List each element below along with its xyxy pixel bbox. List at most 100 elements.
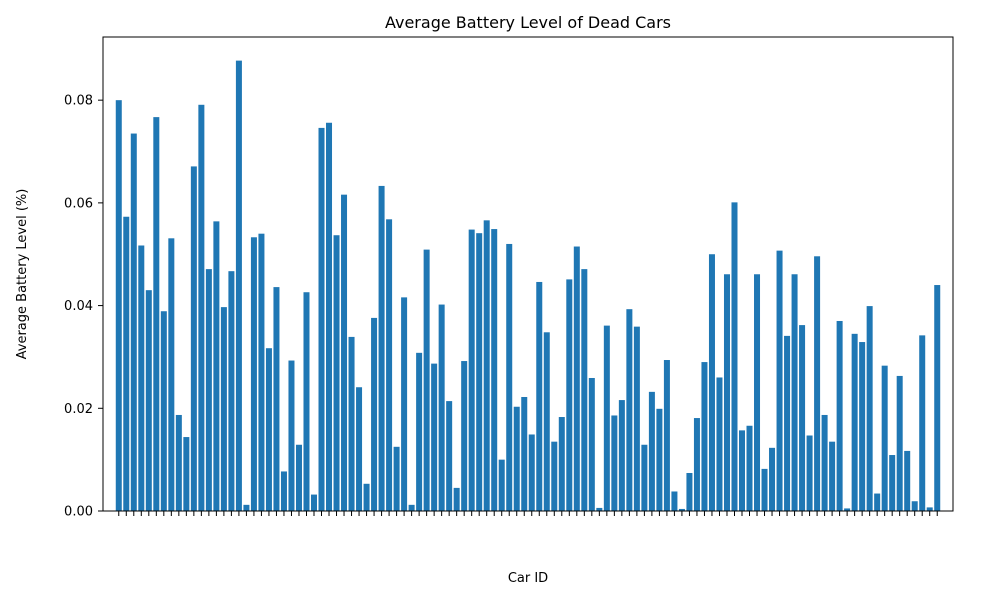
bar (776, 250, 783, 512)
bar (934, 285, 941, 511)
bar (160, 311, 167, 511)
bar (220, 307, 227, 511)
bar (693, 418, 700, 511)
bar (633, 326, 640, 511)
bar (814, 256, 821, 511)
bar (175, 414, 182, 511)
bar (348, 336, 355, 511)
bar (258, 233, 265, 511)
bar (401, 297, 408, 511)
y-tick-label: 0.00 (64, 505, 93, 520)
bar (731, 202, 738, 511)
bar (408, 504, 415, 511)
bar (558, 417, 565, 511)
bar (671, 491, 678, 511)
bar (431, 363, 438, 511)
bar (926, 507, 933, 511)
bar (130, 133, 137, 511)
bar (183, 437, 190, 511)
bar (889, 455, 896, 511)
bar (761, 468, 768, 511)
y-axis-label: Average Battery Level (%) (15, 189, 30, 360)
plot-frame (102, 36, 954, 512)
bar (483, 220, 490, 511)
bar (723, 274, 730, 511)
bar (506, 243, 513, 511)
bar (701, 362, 708, 511)
bar (115, 100, 122, 511)
bar (393, 446, 400, 511)
bar (829, 441, 836, 511)
bar (280, 471, 287, 511)
bar (911, 501, 918, 511)
bar (746, 425, 753, 511)
bar (446, 401, 453, 511)
bar (521, 396, 528, 511)
bar (611, 415, 618, 511)
bar (513, 406, 520, 511)
bar (663, 360, 670, 511)
bar (468, 229, 475, 511)
bar (423, 249, 430, 511)
bar (581, 269, 588, 511)
bar (205, 269, 212, 511)
bar (190, 166, 197, 511)
bar (859, 342, 866, 511)
bar (235, 60, 242, 512)
bar (250, 237, 257, 512)
bar (851, 333, 858, 511)
bar (228, 271, 235, 511)
bar (363, 483, 370, 511)
bar (799, 325, 806, 511)
bar (416, 352, 423, 511)
bar (603, 325, 610, 511)
bar (371, 317, 378, 511)
bar (333, 235, 340, 511)
bar (844, 508, 851, 511)
bar (648, 391, 655, 511)
bar (265, 348, 272, 511)
bar (198, 104, 205, 511)
bar (243, 504, 250, 511)
bar (213, 221, 220, 511)
bar (919, 335, 926, 511)
bar (318, 127, 325, 512)
bar (476, 233, 483, 512)
bar (123, 216, 130, 511)
y-tick-label: 0.02 (64, 402, 93, 417)
bar (491, 229, 498, 511)
y-tick-label: 0.06 (64, 196, 93, 211)
bar (769, 447, 776, 511)
bar (498, 459, 505, 511)
bar (626, 309, 633, 511)
bar (288, 360, 295, 511)
bar (588, 377, 595, 511)
bar (536, 281, 543, 511)
chart-title: Average Battery Level of Dead Cars (385, 13, 671, 32)
bar (881, 365, 888, 511)
bar (708, 254, 715, 511)
bar (754, 274, 761, 511)
bar (791, 274, 798, 511)
bar (866, 306, 873, 511)
bar (806, 435, 813, 511)
bar (896, 375, 903, 511)
bar (551, 441, 558, 511)
bar (904, 450, 911, 511)
bar (168, 238, 175, 511)
bar (656, 408, 663, 511)
bar (295, 444, 302, 511)
bar (303, 292, 310, 511)
bar (543, 332, 550, 511)
bar (678, 508, 685, 511)
bar (273, 287, 280, 511)
y-tick-label: 0.08 (64, 94, 93, 109)
y-tick-label: 0.04 (64, 299, 93, 314)
bar (573, 246, 580, 512)
bar (618, 400, 625, 511)
bar (341, 194, 348, 511)
bar (821, 414, 828, 511)
bar (836, 320, 843, 511)
bar (378, 185, 385, 511)
